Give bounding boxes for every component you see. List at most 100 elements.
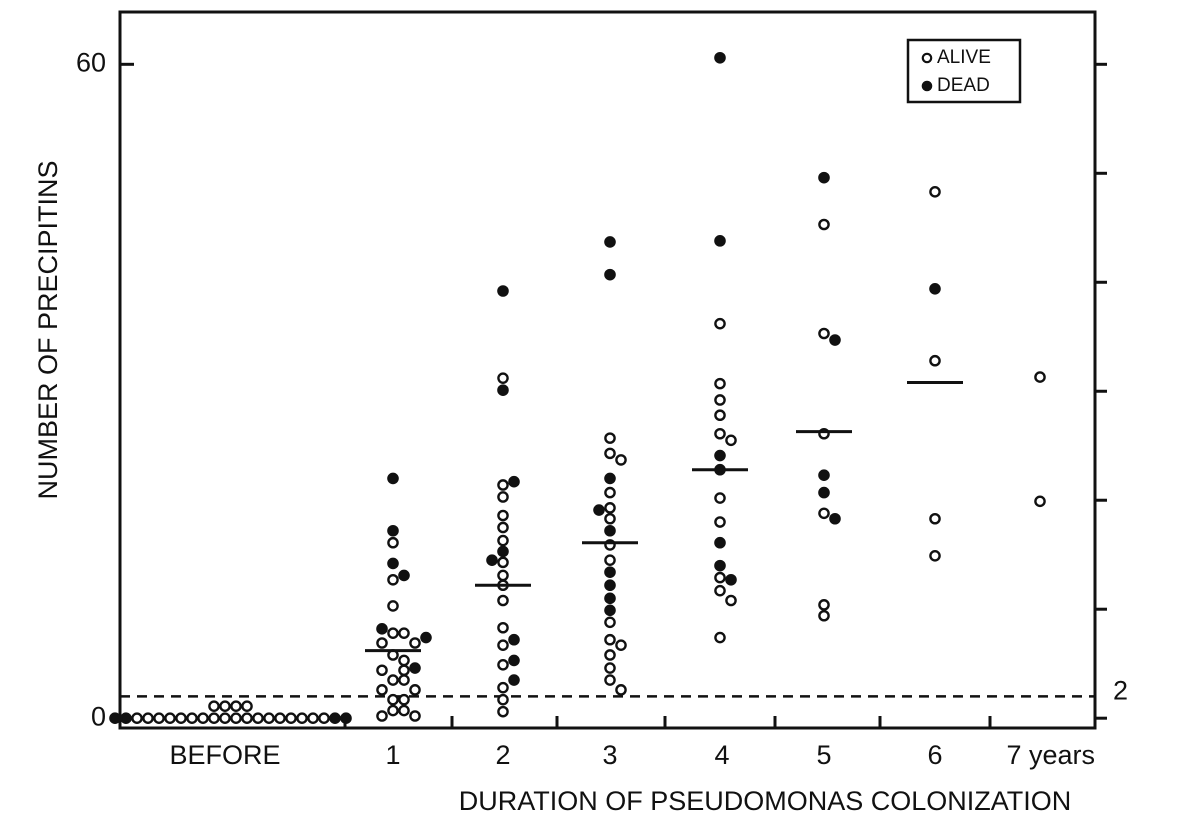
data-point	[497, 384, 509, 396]
data-point	[296, 712, 308, 724]
data-point	[252, 712, 264, 724]
data-point	[818, 218, 830, 231]
plot-frame	[118, 10, 1097, 730]
data-point	[714, 427, 726, 440]
data-point	[929, 186, 941, 198]
data-point	[497, 509, 509, 522]
legend-marker	[921, 52, 933, 64]
data-point	[615, 684, 627, 696]
data-point	[818, 609, 830, 622]
data-point	[829, 512, 841, 525]
data-point	[604, 616, 616, 629]
x-tick-label: 2	[495, 740, 510, 770]
data-point	[387, 573, 399, 586]
data-point	[604, 592, 616, 605]
data-point	[714, 409, 726, 422]
data-point	[241, 712, 253, 724]
data-point	[615, 454, 627, 466]
data-point	[929, 512, 941, 525]
data-point	[929, 550, 941, 562]
data-point	[714, 536, 726, 549]
data-point	[829, 334, 841, 346]
data-point	[497, 693, 509, 706]
data-point	[387, 524, 399, 537]
data-point	[714, 559, 726, 572]
data-point	[818, 599, 830, 611]
data-point	[725, 594, 737, 607]
data-point	[274, 712, 286, 724]
data-point	[497, 534, 509, 547]
data-point	[376, 684, 388, 696]
data-point	[604, 604, 616, 617]
data-point	[398, 569, 410, 582]
data-point	[197, 712, 209, 724]
data-point	[604, 268, 616, 281]
data-point	[241, 700, 253, 713]
data-point	[497, 705, 509, 718]
data-point	[230, 700, 242, 713]
data-point	[818, 486, 830, 499]
data-point	[714, 584, 726, 597]
data-point	[142, 712, 154, 724]
data-point	[387, 557, 399, 570]
data-point	[387, 693, 399, 706]
data-point	[497, 285, 509, 297]
data-point	[714, 235, 726, 247]
data-point	[818, 507, 830, 520]
data-point	[604, 432, 616, 444]
data-point	[604, 524, 616, 537]
y-tick-label: 60	[76, 47, 106, 77]
data-point	[604, 662, 616, 674]
data-point	[153, 712, 165, 724]
x-tick-label: 1	[385, 740, 400, 770]
data-point	[497, 491, 509, 503]
data-point	[714, 394, 726, 406]
data-point	[420, 631, 432, 644]
data-point	[387, 536, 399, 549]
data-point	[497, 621, 509, 634]
x-tick-label: 5	[816, 740, 831, 770]
data-point	[307, 712, 319, 724]
data-point	[398, 674, 410, 686]
data-point	[604, 502, 616, 514]
data-point	[714, 492, 726, 504]
data-point	[263, 712, 275, 724]
data-point	[387, 704, 399, 717]
data-point	[604, 447, 616, 460]
data-point	[497, 372, 509, 384]
data-point	[398, 654, 410, 667]
data-point	[1034, 495, 1046, 508]
data-point	[387, 674, 399, 686]
data-point	[929, 354, 941, 367]
data-point	[387, 472, 399, 485]
data-point	[497, 681, 509, 694]
data-point	[376, 664, 388, 677]
data-point	[604, 486, 616, 499]
x-tick-label: 3	[602, 740, 617, 770]
x-tick-label: 4	[714, 740, 729, 770]
data-point	[714, 51, 726, 64]
data-point	[508, 654, 520, 667]
data-point	[497, 658, 509, 671]
data-point	[714, 317, 726, 330]
data-point	[714, 631, 726, 644]
data-point	[285, 712, 297, 724]
data-point	[497, 556, 509, 569]
data-point	[340, 712, 352, 724]
data-point	[604, 554, 616, 566]
data-point	[387, 627, 399, 639]
data-point	[409, 662, 421, 674]
data-point	[409, 637, 421, 649]
data-point	[725, 434, 737, 447]
data-point	[409, 710, 421, 722]
data-point	[604, 674, 616, 686]
data-point	[725, 573, 737, 586]
data-point	[398, 693, 410, 706]
x-tick-label: 6	[927, 740, 942, 770]
data-point	[497, 545, 509, 558]
data-point	[497, 639, 509, 651]
data-point	[497, 594, 509, 607]
data-point	[398, 627, 410, 639]
data-point	[714, 377, 726, 390]
